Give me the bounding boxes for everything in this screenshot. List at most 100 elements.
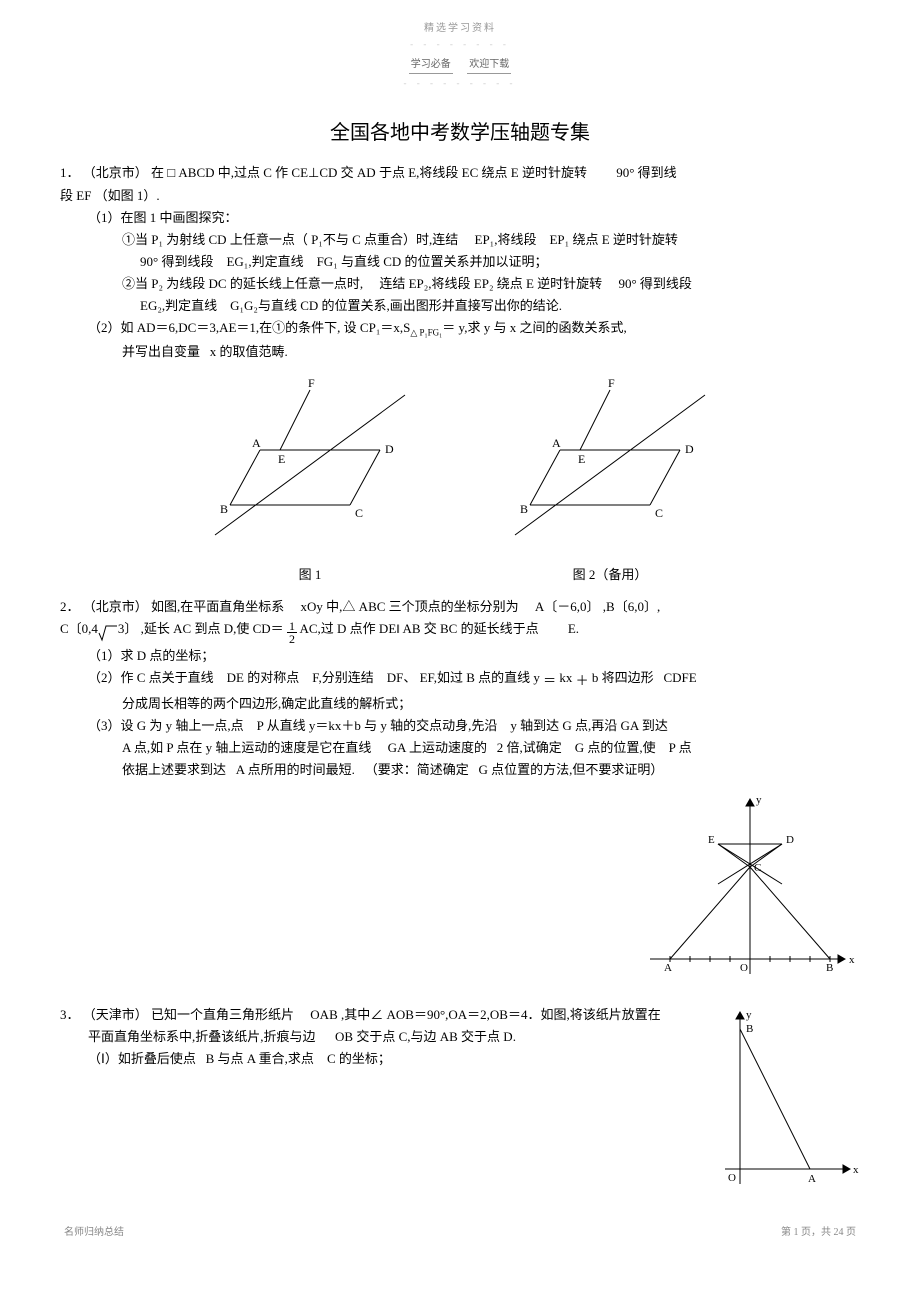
figure-2: A B C D E F 图 2（备用） — [500, 375, 720, 586]
p1-sub1b: ②当 P₂ 为线段 DC 的延长线上任意一点时, 连结 EP₂,将线段 EP₂ … — [122, 273, 860, 295]
t: OB 交于点 C,与边 AB 交于点 D. — [335, 1029, 516, 1044]
lbl-C: C — [355, 506, 363, 520]
p1-text: 在 □ ABCD 中,过点 C 作 CE⊥CD 交 AD 于点 E,将线段 EC… — [151, 165, 587, 180]
t: DF、 EF,如过 B 点的直线 y — [387, 670, 540, 685]
problem-3: y x O B A 3． （天津市） 已知一个直角三角形纸片 OAB ,其中∠ … — [60, 1004, 860, 1194]
p2-num: 2． — [60, 599, 80, 614]
t: 3〕 ,延长 AC 到点 D,使 CD＝ — [118, 621, 284, 636]
p1-sub1a: ①当 P₁ 为射线 CD 上任意一点（ P₁不与 C 点重合）时,连结 EP₁,… — [122, 229, 860, 251]
t: ②当 P₂ 为线段 DC 的延长线上任意一点时, — [122, 276, 363, 291]
t: ①当 P₁ 为射线 CD 上任意一点（ P₁不与 C 点重合）时,连结 — [122, 232, 458, 247]
footer-right: 第 1 页，共 24 页 — [781, 1224, 856, 1241]
lbl-y: y — [756, 794, 762, 806]
p2-line2: C〔0,4 3〕 ,延长 AC 到点 D,使 CD＝ 12 AC,过 D 点作 D… — [60, 618, 860, 645]
t: EP₁ 绕点 E 逆时针旋转 — [549, 232, 677, 247]
labels: A B C D E F — [520, 376, 694, 520]
t: （要求：简述确定 — [365, 762, 469, 777]
fig1-caption: 图 1 — [200, 564, 420, 586]
t: GA 上运动速度的 — [388, 740, 487, 755]
lbl-B: B — [520, 502, 528, 516]
t: 连结 EP₂,将线段 EP₂ 绕点 E 逆时针旋转 — [379, 276, 602, 291]
t: P 点 — [669, 740, 692, 755]
lbl-B: B — [220, 502, 228, 516]
p2-s3-3: 依据上述要求到达 A 点所用的时间最短. （要求：简述确定 G 点位置的方法,但… — [122, 759, 860, 781]
t: （2）如 AD＝6,DC＝3,AE＝1,在①的条件下, 设 CP₁＝x,S — [88, 320, 410, 335]
t: DE 的对称点 — [227, 670, 300, 685]
t: 并写出自变量 — [122, 344, 200, 359]
t: 90° 得到线段 — [618, 276, 691, 291]
lbl-y: y — [746, 1009, 752, 1021]
t: AC,过 D 点作 DE‖ AB 交 BC 的延长线于点 — [299, 621, 538, 636]
p3-city: （天津市） — [83, 1007, 148, 1022]
lbl-F: F — [608, 376, 615, 390]
parallelogram-diagram-1: A B C D E F — [200, 375, 420, 560]
t: 平面直角坐标系中,折叠该纸片,折痕与边 — [88, 1029, 316, 1044]
p2-s2: （2）作 C 点关于直线 DE 的对称点 F,分别连结 DF、 EF,如过 B … — [88, 667, 860, 692]
lbl-B: B — [746, 1023, 753, 1035]
labels: x y A B O C E D — [664, 794, 855, 974]
footer-left: 名师归纳总结 — [64, 1224, 124, 1241]
p2-s1: （1）求 D 点的坐标； — [88, 645, 860, 667]
header-right: 欢迎下载 — [467, 56, 511, 74]
p1-text-b: 90° 得到线 — [616, 165, 676, 180]
p2-s2-2: 分成周长相等的两个四边形,确定此直线的解析式； — [122, 693, 860, 715]
t: 依据上述要求到达 — [122, 762, 226, 777]
fraction: 12 — [287, 620, 297, 645]
t: C 的坐标； — [327, 1051, 391, 1066]
t: y 轴到达 G 点,再沿 GA 到达 — [510, 718, 667, 733]
t: ＝ y,求 y 与 x 之间的函数关系式, — [442, 320, 626, 335]
t: OAB ,其中∠ AOB＝90°,OA＝2,OB＝4．如图,将该纸片放置在 — [310, 1007, 660, 1022]
t: kx — [559, 670, 572, 685]
coordinate-diagram-p2: x y A B O C E D — [640, 789, 860, 989]
t: B 与点 A 重合,求点 — [206, 1051, 314, 1066]
sqrt-icon — [98, 623, 118, 643]
fig2-caption: 图 2（备用） — [500, 564, 720, 586]
p3-figure-wrap: y x O B A — [710, 1004, 860, 1194]
labels: A B C D E F — [220, 376, 394, 520]
figure-1: A B C D E F 图 1 — [200, 375, 420, 586]
lbl-x: x — [849, 954, 855, 966]
page-footer: 名师归纳总结 第 1 页，共 24 页 — [60, 1224, 860, 1241]
header-labels: 学习必备 欢迎下载 — [60, 56, 860, 74]
p1-sub1b-2: EG₂,判定直线 G₁G₂与直线 CD 的位置关系,画出图形并直接写出你的结论. — [140, 295, 860, 317]
p2-line1: 2． （北京市） 如图,在平面直角坐标系 xOy 中,△ ABC 三个顶点的坐标… — [60, 596, 860, 618]
problem-2: 2． （北京市） 如图,在平面直角坐标系 xOy 中,△ ABC 三个顶点的坐标… — [60, 596, 860, 996]
t: E. — [568, 621, 579, 636]
dotted-decoration: - - - - - - - - — [60, 41, 860, 48]
t: CDFE — [663, 670, 696, 685]
t: EG₂,判定直线 — [140, 298, 217, 313]
page: 精选学习资料 - - - - - - - - 学习必备 欢迎下载 - - - -… — [0, 0, 920, 1281]
t: 90° 得到线段 — [140, 254, 213, 269]
p1-city: （北京市） — [83, 165, 148, 180]
p1-line2: 段 EF （如图 1）. — [60, 185, 860, 207]
lbl-E: E — [578, 452, 585, 466]
t: （3）设 G 为 y 轴上一点,点 — [88, 718, 244, 733]
header-left: 学习必备 — [409, 56, 453, 74]
t: G 点位置的方法,但不要求证明） — [478, 762, 663, 777]
lbl-C: C — [655, 506, 663, 520]
t: （2）作 C 点关于直线 — [88, 670, 214, 685]
lbl-B: B — [826, 962, 833, 974]
lbl-x: x — [853, 1164, 859, 1176]
lbl-D: D — [385, 442, 394, 456]
t: EG₁,判定直线 — [226, 254, 303, 269]
t: x 的取值范畴. — [210, 344, 288, 359]
top-tag: 精选学习资料 — [60, 20, 860, 37]
right-triangle-diagram: y x O B A — [710, 1004, 860, 1194]
lbl-A: A — [552, 436, 561, 450]
p2-s3: （3）设 G 为 y 轴上一点,点 P 从直线 y＝kx＋b 与 y 轴的交点动… — [88, 715, 860, 737]
lbl-A: A — [808, 1173, 816, 1185]
t: EP₁,将线段 — [475, 232, 537, 247]
p2-figure-wrap: x y A B O C E D — [60, 789, 860, 996]
p1-num: 1． — [60, 165, 80, 180]
t: G 点的位置,使 — [575, 740, 656, 755]
p1-figures: A B C D E F 图 1 — [60, 375, 860, 586]
t: 如图,在平面直角坐标系 — [151, 599, 284, 614]
p1-sub1a-2: 90° 得到线段 EG₁,判定直线 FG₁ 与直线 CD 的位置关系并加以证明； — [140, 251, 860, 273]
p1-sub2-2: 并写出自变量 x 的取值范畴. — [122, 341, 860, 363]
t: ＝ — [543, 673, 556, 688]
t: C〔0,4 — [60, 621, 98, 636]
p3-num: 3． — [60, 1007, 80, 1022]
lbl-E: E — [278, 452, 285, 466]
t: 2 倍,试确定 — [497, 740, 562, 755]
